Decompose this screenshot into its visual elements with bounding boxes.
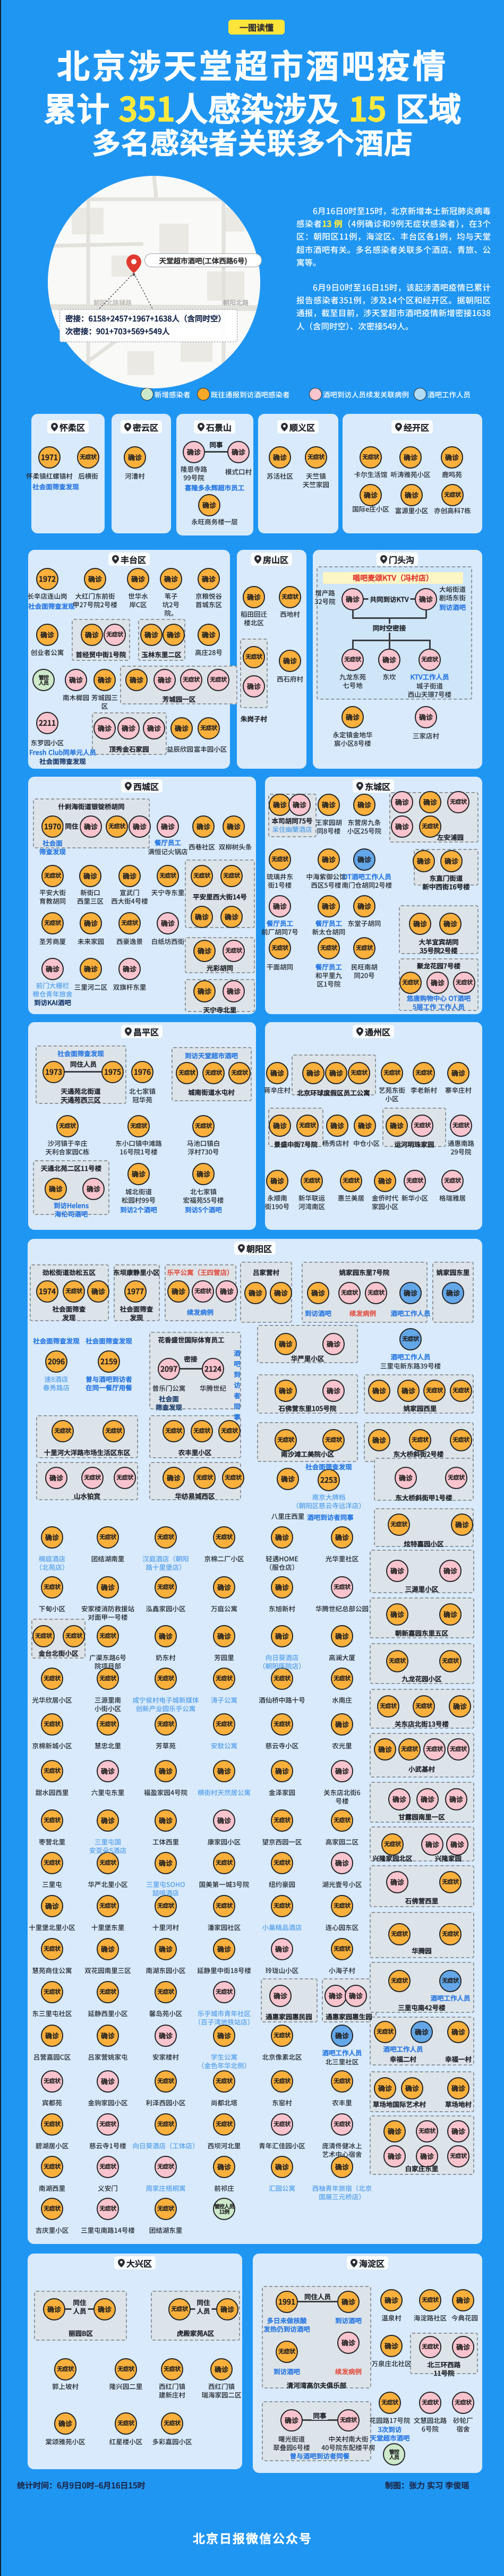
svg-text:朝阳北路: 朝阳北路 [223, 298, 249, 307]
svg-text:朝阳北路辅路: 朝阳北路辅路 [93, 298, 132, 307]
